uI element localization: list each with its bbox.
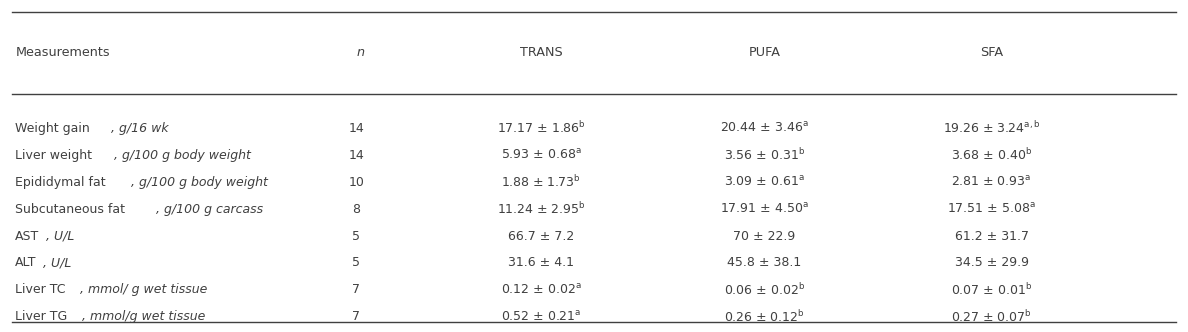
Text: 5: 5 xyxy=(353,229,360,242)
Text: Liver TG: Liver TG xyxy=(15,310,68,323)
Text: 0.52 ± 0.21$^{\mathregular{a}}$: 0.52 ± 0.21$^{\mathregular{a}}$ xyxy=(501,310,581,324)
Text: TRANS: TRANS xyxy=(519,46,562,59)
Text: 66.7 ± 7.2: 66.7 ± 7.2 xyxy=(508,229,574,242)
Text: 17.51 ± 5.08$^{\mathregular{a}}$: 17.51 ± 5.08$^{\mathregular{a}}$ xyxy=(947,202,1036,216)
Text: , g/100 g body weight: , g/100 g body weight xyxy=(114,149,251,162)
Text: 61.2 ± 31.7: 61.2 ± 31.7 xyxy=(954,229,1029,242)
Text: , mmol/ g wet tissue: , mmol/ g wet tissue xyxy=(80,284,207,296)
Text: 19.26 ± 3.24$^{\mathregular{a,b}}$: 19.26 ± 3.24$^{\mathregular{a,b}}$ xyxy=(942,120,1041,136)
Text: 0.06 ± 0.02$^{\mathregular{b}}$: 0.06 ± 0.02$^{\mathregular{b}}$ xyxy=(723,282,805,298)
Text: 34.5 ± 29.9: 34.5 ± 29.9 xyxy=(954,256,1029,270)
Text: Measurements: Measurements xyxy=(15,46,110,59)
Text: PUFA: PUFA xyxy=(748,46,781,59)
Text: 5: 5 xyxy=(353,256,360,270)
Text: 7: 7 xyxy=(353,310,360,323)
Text: 0.27 ± 0.07$^{\mathregular{b}}$: 0.27 ± 0.07$^{\mathregular{b}}$ xyxy=(952,309,1032,325)
Text: 5.93 ± 0.68$^{\mathregular{a}}$: 5.93 ± 0.68$^{\mathregular{a}}$ xyxy=(500,148,581,162)
Text: , g/100 g body weight: , g/100 g body weight xyxy=(131,176,268,189)
Text: 70 ± 22.9: 70 ± 22.9 xyxy=(733,229,796,242)
Text: n: n xyxy=(356,46,365,59)
Text: , mmol/g wet tissue: , mmol/g wet tissue xyxy=(82,310,206,323)
Text: 7: 7 xyxy=(353,284,360,296)
Text: 8: 8 xyxy=(353,203,360,215)
Text: 1.88 ± 1.73$^{\mathregular{b}}$: 1.88 ± 1.73$^{\mathregular{b}}$ xyxy=(501,174,581,190)
Text: , U/L: , U/L xyxy=(46,229,75,242)
Text: ALT: ALT xyxy=(15,256,37,270)
Text: Epididymal fat: Epididymal fat xyxy=(15,176,106,189)
Text: 0.26 ± 0.12$^{\mathregular{b}}$: 0.26 ± 0.12$^{\mathregular{b}}$ xyxy=(725,309,804,325)
Text: Liver TC: Liver TC xyxy=(15,284,65,296)
Text: 17.17 ± 1.86$^{\mathregular{b}}$: 17.17 ± 1.86$^{\mathregular{b}}$ xyxy=(497,120,586,136)
Text: 17.91 ± 4.50$^{\mathregular{a}}$: 17.91 ± 4.50$^{\mathregular{a}}$ xyxy=(720,202,809,216)
Text: 2.81 ± 0.93$^{\mathregular{a}}$: 2.81 ± 0.93$^{\mathregular{a}}$ xyxy=(952,175,1031,189)
Text: , U/L: , U/L xyxy=(43,256,71,270)
Text: Weight gain: Weight gain xyxy=(15,122,90,135)
Text: 3.56 ± 0.31$^{\mathregular{b}}$: 3.56 ± 0.31$^{\mathregular{b}}$ xyxy=(723,147,805,163)
Text: 3.09 ± 0.61$^{\mathregular{a}}$: 3.09 ± 0.61$^{\mathregular{a}}$ xyxy=(725,175,805,189)
Text: AST: AST xyxy=(15,229,39,242)
Text: Liver weight: Liver weight xyxy=(15,149,93,162)
Text: 14: 14 xyxy=(348,122,365,135)
Text: , g/100 g carcass: , g/100 g carcass xyxy=(156,203,263,215)
Text: 45.8 ± 38.1: 45.8 ± 38.1 xyxy=(727,256,802,270)
Text: 14: 14 xyxy=(348,149,365,162)
Text: 3.68 ± 0.40$^{\mathregular{b}}$: 3.68 ± 0.40$^{\mathregular{b}}$ xyxy=(950,147,1032,163)
Text: 20.44 ± 3.46$^{\mathregular{a}}$: 20.44 ± 3.46$^{\mathregular{a}}$ xyxy=(720,121,809,135)
Text: , g/16 wk: , g/16 wk xyxy=(110,122,169,135)
Text: 0.12 ± 0.02$^{\mathregular{a}}$: 0.12 ± 0.02$^{\mathregular{a}}$ xyxy=(500,283,581,297)
Text: Subcutaneous fat: Subcutaneous fat xyxy=(15,203,126,215)
Text: 10: 10 xyxy=(348,176,365,189)
Text: SFA: SFA xyxy=(980,46,1003,59)
Text: 0.07 ± 0.01$^{\mathregular{b}}$: 0.07 ± 0.01$^{\mathregular{b}}$ xyxy=(950,282,1032,298)
Text: 31.6 ± 4.1: 31.6 ± 4.1 xyxy=(508,256,574,270)
Text: 11.24 ± 2.95$^{\mathregular{b}}$: 11.24 ± 2.95$^{\mathregular{b}}$ xyxy=(497,201,586,217)
